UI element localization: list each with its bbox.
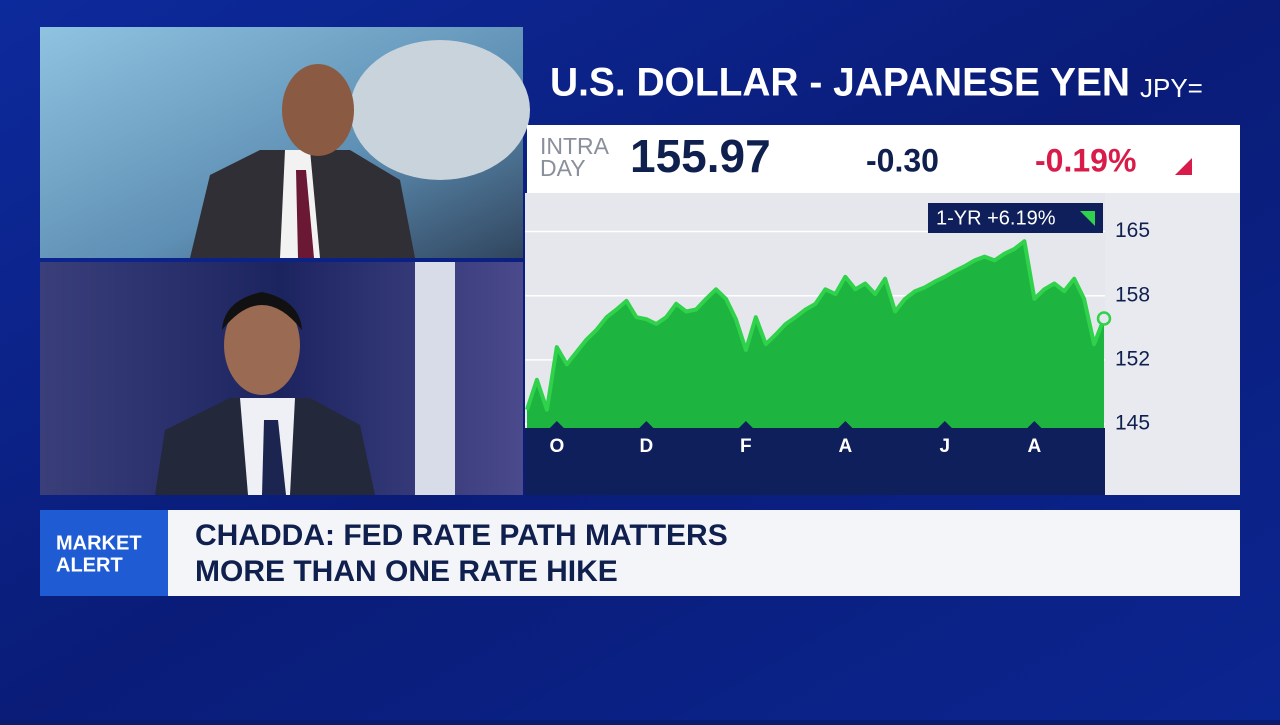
y-tick-label: 165 — [1115, 219, 1150, 242]
headline: CHADDA: FED RATE PATH MATTERS — [195, 519, 728, 552]
last-point — [1096, 311, 1112, 326]
change: -0.30 — [866, 142, 939, 178]
period-badge-label: 1-YR +6.19% — [936, 207, 1056, 229]
intraday-label: INTRA — [540, 133, 610, 159]
banner — [168, 510, 1240, 596]
backdrop-panel — [415, 262, 455, 495]
x-tick-label: D — [640, 436, 654, 457]
person-hair — [222, 292, 302, 330]
x-tick — [1027, 421, 1042, 428]
chart-title: U.S. DOLLAR - JAPANESE YEN — [550, 61, 1130, 105]
y-tick-label: 152 — [1115, 347, 1150, 370]
x-tick-label: A — [1027, 436, 1041, 457]
building — [350, 40, 530, 180]
axis-panel — [1105, 193, 1240, 495]
intraday-label: DAY — [540, 155, 586, 181]
change-percent: -0.19% — [1035, 142, 1136, 178]
ticker: JPY= — [1140, 73, 1203, 103]
plot — [525, 230, 1106, 428]
tie — [296, 170, 314, 258]
x-tick — [937, 421, 952, 428]
x-tick — [838, 421, 853, 428]
x-tick-label: F — [740, 436, 752, 457]
x-tick — [639, 421, 654, 428]
down-arrow — [1175, 158, 1192, 175]
y-tick-label: 145 — [1115, 412, 1150, 435]
x-tick-label: J — [940, 436, 951, 457]
x-tick — [549, 421, 564, 428]
banner-tag-text: ALERT — [56, 554, 123, 576]
x-axis-band — [525, 428, 1105, 495]
x-tick — [738, 421, 753, 428]
line — [525, 239, 1106, 412]
quote-header — [527, 125, 1240, 193]
y-tick-label: 158 — [1115, 283, 1150, 306]
tie — [262, 420, 286, 495]
banner-tag-text: MARKET — [56, 532, 142, 554]
person-head — [282, 64, 354, 156]
video-bottom — [40, 262, 523, 495]
banner-tag — [40, 510, 168, 596]
up-arrow — [1080, 211, 1095, 226]
x-tick-label: O — [549, 436, 564, 457]
headline: MORE THAN ONE RATE HIKE — [195, 555, 618, 588]
x-tick-label: A — [838, 436, 852, 457]
price: 155.97 — [630, 130, 771, 182]
period-badge — [928, 203, 1103, 233]
video-top — [40, 27, 530, 258]
area — [527, 241, 1104, 428]
person-head — [224, 295, 300, 395]
